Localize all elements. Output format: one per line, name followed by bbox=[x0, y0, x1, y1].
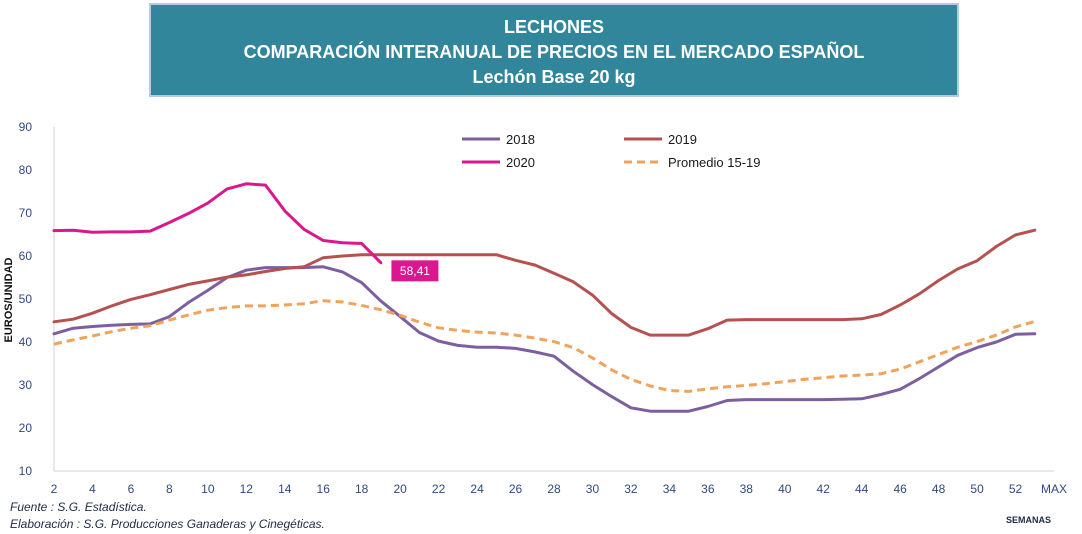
x-tick-label: 36 bbox=[701, 482, 715, 496]
chart-footer: Fuente : S.G. Estadística. Elaboración :… bbox=[10, 499, 325, 533]
x-tick-label: 8 bbox=[166, 482, 173, 496]
legend-label: 2020 bbox=[506, 155, 535, 170]
y-tick-label: 70 bbox=[19, 206, 33, 220]
x-tick-label: 26 bbox=[509, 482, 523, 496]
y-tick-label: 20 bbox=[19, 421, 33, 435]
x-tick-label: 10 bbox=[201, 482, 215, 496]
y-tick-label: 60 bbox=[19, 249, 33, 263]
series-line-2018 bbox=[52, 265, 1037, 413]
legend-label: 2018 bbox=[506, 132, 535, 147]
chart-title-line2: COMPARACIÓN INTERANUAL DE PRECIOS EN EL … bbox=[243, 42, 865, 62]
y-tick-label: 80 bbox=[19, 163, 33, 177]
chart-title-box: LECHONES COMPARACIÓN INTERANUAL DE PRECI… bbox=[149, 3, 959, 97]
x-tick-label: 4 bbox=[89, 482, 96, 496]
x-tick-label: 50 bbox=[970, 482, 984, 496]
legend-label: Promedio 15-19 bbox=[668, 155, 761, 170]
x-tick-label: 6 bbox=[128, 482, 135, 496]
x-tick-label: 12 bbox=[240, 482, 254, 496]
x-tick-label: 40 bbox=[778, 482, 792, 496]
x-tick-label: 42 bbox=[817, 482, 831, 496]
x-tick-label: 52 bbox=[1009, 482, 1023, 496]
x-tick-label: 20 bbox=[393, 482, 407, 496]
x-tick-label: MAX bbox=[1041, 482, 1067, 496]
x-tick-label: 28 bbox=[547, 482, 561, 496]
y-tick-label: 90 bbox=[19, 120, 33, 134]
legend-label: 2019 bbox=[668, 132, 697, 147]
y-tick-label: 10 bbox=[19, 464, 33, 478]
chart-legend: 2018 2019 2020 Promedio 15-19 bbox=[462, 132, 761, 170]
y-tick-label: 30 bbox=[19, 378, 33, 392]
chart-title-line1: LECHONES bbox=[503, 17, 604, 37]
x-tick-label: 24 bbox=[470, 482, 484, 496]
x-tick-label: 30 bbox=[586, 482, 600, 496]
chart-title-line3: Lechón Base 20 kg bbox=[472, 67, 636, 87]
x-tick-label: 38 bbox=[740, 482, 754, 496]
series-line-2019 bbox=[52, 228, 1037, 337]
chart-annotation: 58,41 bbox=[390, 259, 440, 283]
x-tick-label: 22 bbox=[432, 482, 446, 496]
series-line-2020 bbox=[52, 182, 383, 265]
y-tick-label: 40 bbox=[19, 335, 33, 349]
x-axis-label: SEMANAS bbox=[1006, 515, 1052, 525]
x-tick-label: 46 bbox=[893, 482, 907, 496]
x-tick-label: 2 bbox=[51, 482, 58, 496]
x-tick-label: 18 bbox=[355, 482, 369, 496]
x-tick-label: 14 bbox=[278, 482, 292, 496]
series-line-promedio-15-19 bbox=[53, 299, 1036, 393]
x-tick-label: 44 bbox=[855, 482, 869, 496]
y-tick-label: 50 bbox=[19, 292, 33, 306]
footer-elaboration: Elaboración : S.G. Producciones Ganadera… bbox=[10, 517, 325, 531]
footer-source: Fuente : S.G. Estadística. bbox=[10, 500, 147, 514]
x-tick-label: 32 bbox=[624, 482, 638, 496]
x-tick-label: 34 bbox=[663, 482, 677, 496]
chart-series-layer bbox=[52, 182, 1037, 413]
annotation-label: 58,41 bbox=[400, 264, 430, 278]
annotation-box bbox=[390, 259, 440, 283]
x-tick-label: 48 bbox=[932, 482, 946, 496]
x-tick-label: 16 bbox=[317, 482, 331, 496]
y-axis-label: EUROS/UNIDAD bbox=[3, 257, 15, 342]
